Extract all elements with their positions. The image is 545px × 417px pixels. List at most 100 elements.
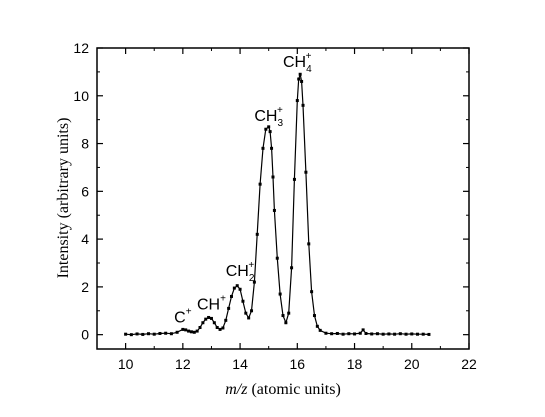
- data-point: [278, 292, 282, 296]
- data-point: [307, 242, 311, 246]
- data-point: [315, 324, 319, 328]
- peak-label: CH4 +: [283, 51, 312, 75]
- y-tick-label: 8: [81, 136, 89, 152]
- data-point: [244, 311, 248, 315]
- y-tick-label: 12: [73, 40, 89, 56]
- data-point: [209, 316, 213, 320]
- data-point: [410, 332, 414, 336]
- data-point: [404, 332, 408, 336]
- data-point: [207, 315, 211, 319]
- peak-label-charge: +: [186, 307, 192, 318]
- data-point: [292, 177, 296, 181]
- data-point: [252, 280, 256, 284]
- x-axis-title-mz: m/z: [225, 381, 248, 398]
- peak-label-subscript: 3: [277, 118, 283, 129]
- x-tick-label: 22: [461, 356, 477, 372]
- peak-label-charge: +: [220, 294, 226, 305]
- data-point: [158, 331, 162, 335]
- data-point: [312, 314, 316, 318]
- data-point: [218, 327, 222, 331]
- data-point: [124, 332, 128, 336]
- data-point: [381, 332, 385, 336]
- data-point: [235, 284, 239, 288]
- peak-label-formula: CH: [283, 54, 306, 71]
- data-point: [212, 321, 216, 325]
- y-tick-label: 0: [81, 327, 89, 343]
- data-point: [129, 333, 133, 337]
- peak-annotations: C+ CH+CH2+CH3+CH4+: [174, 51, 312, 327]
- data-point: [275, 256, 279, 260]
- data-point: [255, 232, 259, 236]
- data-point: [300, 79, 304, 83]
- data-point: [198, 326, 202, 329]
- data-point: [224, 318, 228, 322]
- data-point: [229, 294, 233, 298]
- data-point: [184, 328, 188, 332]
- data-point: [297, 77, 301, 81]
- peak-label: CH2 +: [226, 260, 255, 284]
- x-tick-label: 18: [347, 356, 363, 372]
- data-point: [267, 125, 271, 129]
- data-point: [361, 328, 365, 332]
- data-point: [295, 99, 299, 103]
- peak-label-formula: CH: [226, 263, 249, 280]
- peak-label-charge: +: [277, 105, 283, 116]
- data-point: [427, 332, 431, 336]
- data-point: [241, 299, 245, 303]
- data-point: [221, 326, 225, 330]
- x-tick-label: 10: [118, 356, 134, 372]
- y-tick-label: 10: [73, 88, 89, 104]
- x-tick-label: 12: [175, 356, 191, 372]
- data-point: [318, 328, 322, 332]
- peak-label: CH3 +: [254, 105, 283, 129]
- data-point: [141, 332, 145, 336]
- peak-label-formula: C: [174, 310, 186, 327]
- peak-label-charge: +: [306, 51, 312, 62]
- data-point: [287, 311, 291, 315]
- peak-label: C+: [174, 307, 192, 327]
- data-point: [270, 146, 274, 150]
- data-point: [187, 329, 191, 333]
- data-point: [375, 332, 379, 336]
- data-point: [281, 314, 285, 318]
- data-point: [324, 331, 328, 335]
- data-point: [258, 182, 262, 186]
- data-point: [387, 332, 391, 336]
- data-point: [247, 316, 251, 320]
- data-point: [261, 146, 265, 150]
- data-point: [301, 103, 305, 107]
- data-point: [192, 330, 196, 334]
- data-point: [227, 306, 231, 310]
- data-point: [215, 326, 219, 329]
- peak-label-subscript: 2: [249, 273, 255, 284]
- x-tick-label: 16: [290, 356, 306, 372]
- data-point: [421, 332, 425, 336]
- y-tick-label: 4: [81, 231, 89, 247]
- data-point: [264, 127, 268, 131]
- data-point: [195, 329, 199, 333]
- data-point: [204, 317, 208, 321]
- data-point: [353, 332, 357, 336]
- x-tick-label: 14: [232, 356, 248, 372]
- data-point: [298, 72, 302, 76]
- data-point: [304, 170, 308, 174]
- data-point: [238, 287, 242, 291]
- peak-label-formula: CH: [197, 297, 220, 314]
- data-point: [271, 175, 275, 179]
- x-tick-label: 20: [404, 356, 420, 372]
- peak-label-subscript: 4: [306, 64, 312, 75]
- data-point: [181, 327, 185, 331]
- y-axis-title: Intensity (arbitrary units): [55, 118, 72, 279]
- y-tick-label: 6: [81, 183, 89, 199]
- peak-label-charge: +: [248, 260, 254, 271]
- data-point: [290, 266, 294, 270]
- data-point: [272, 208, 276, 212]
- y-tick-label: 2: [81, 279, 89, 295]
- data-point: [415, 332, 419, 336]
- data-point: [189, 330, 193, 334]
- data-point: [135, 332, 139, 336]
- peak-label-formula: CH: [254, 108, 277, 125]
- data-point: [341, 332, 345, 336]
- plot-frame: [96, 47, 470, 350]
